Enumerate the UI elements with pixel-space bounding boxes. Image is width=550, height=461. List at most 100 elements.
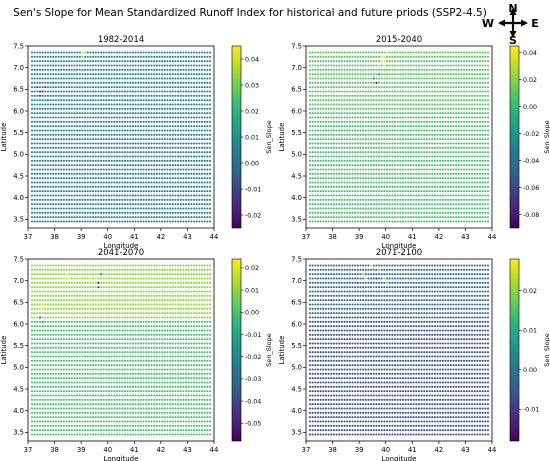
data-point	[65, 86, 68, 89]
data-point	[415, 198, 418, 201]
data-point	[129, 172, 132, 175]
data-point	[179, 86, 182, 89]
data-point	[52, 207, 55, 210]
data-point	[118, 220, 121, 223]
data-point	[311, 203, 314, 206]
data-point	[412, 138, 415, 141]
data-point	[153, 177, 156, 180]
data-point	[105, 198, 108, 201]
data-point	[327, 86, 330, 89]
data-point	[44, 103, 47, 106]
data-point	[161, 73, 164, 76]
data-point	[471, 177, 474, 180]
data-point	[370, 116, 373, 119]
data-point	[171, 55, 174, 58]
data-point	[100, 55, 103, 58]
data-point	[444, 103, 447, 106]
data-point	[166, 73, 169, 76]
data-point	[163, 129, 166, 132]
data-point	[322, 90, 325, 93]
data-point	[463, 177, 466, 180]
data-point	[473, 190, 476, 193]
data-point	[441, 198, 444, 201]
data-point	[441, 133, 444, 136]
data-point	[388, 129, 391, 132]
data-point	[169, 107, 172, 110]
data-point	[428, 112, 431, 115]
data-point	[351, 181, 354, 184]
data-point	[415, 181, 418, 184]
data-point	[81, 216, 84, 219]
data-point	[332, 86, 335, 89]
data-point	[388, 146, 391, 149]
data-point	[155, 55, 158, 58]
data-point	[113, 81, 116, 84]
data-point	[335, 103, 338, 106]
data-point	[465, 90, 468, 93]
data-point	[367, 116, 370, 119]
data-point	[439, 159, 442, 162]
data-point	[455, 103, 458, 106]
data-point	[417, 216, 420, 219]
data-point	[383, 194, 386, 197]
data-point	[388, 81, 391, 84]
data-point	[420, 146, 423, 149]
data-point	[372, 164, 375, 167]
data-point	[311, 94, 314, 97]
data-point	[404, 146, 407, 149]
data-point	[179, 151, 182, 154]
data-point	[139, 164, 142, 167]
data-point	[190, 107, 193, 110]
data-point	[383, 172, 386, 175]
data-point	[153, 211, 156, 214]
data-point	[378, 99, 381, 102]
data-point	[354, 168, 357, 171]
data-point	[393, 125, 397, 128]
data-point	[36, 129, 39, 132]
data-point	[354, 151, 357, 154]
data-point	[425, 185, 428, 188]
data-point	[351, 211, 354, 214]
data-point	[478, 155, 482, 158]
data-point	[370, 129, 373, 132]
data-point	[401, 90, 405, 93]
data-point	[409, 94, 413, 97]
data-point	[169, 55, 172, 58]
data-point	[169, 168, 172, 171]
data-point	[171, 155, 174, 158]
data-point	[200, 99, 204, 102]
data-point	[78, 125, 81, 128]
data-point	[100, 172, 103, 175]
data-point	[404, 99, 407, 102]
data-point	[385, 142, 389, 145]
data-point	[142, 190, 145, 193]
data-point	[316, 172, 320, 175]
data-point	[340, 133, 343, 136]
data-point	[166, 120, 169, 123]
data-point	[182, 181, 185, 184]
data-point	[33, 120, 36, 123]
data-point	[375, 194, 378, 197]
data-point	[420, 207, 423, 210]
data-point	[179, 203, 182, 206]
data-point	[137, 211, 140, 214]
data-point	[324, 198, 327, 201]
data-point	[153, 86, 156, 89]
data-point	[110, 68, 113, 71]
data-point	[76, 138, 79, 141]
data-point	[174, 86, 177, 89]
data-point	[84, 198, 87, 201]
data-point	[129, 164, 132, 167]
data-point	[105, 55, 108, 58]
data-point	[195, 103, 198, 106]
data-point	[330, 155, 333, 158]
data-point	[49, 73, 52, 76]
data-point	[208, 99, 212, 102]
data-point	[362, 216, 365, 219]
data-point	[105, 86, 108, 89]
data-point	[335, 112, 338, 115]
data-point	[314, 129, 317, 132]
data-point	[33, 94, 36, 97]
data-point	[316, 129, 320, 132]
data-point	[150, 103, 153, 106]
